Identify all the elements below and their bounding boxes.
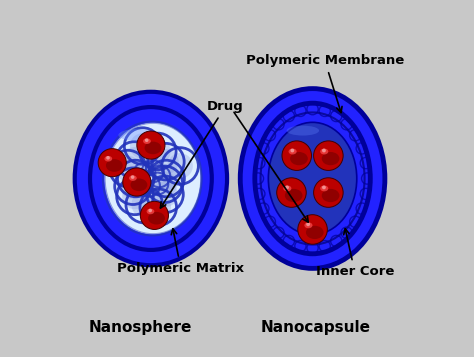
Circle shape [146, 195, 171, 220]
Circle shape [322, 186, 326, 189]
Circle shape [152, 171, 177, 197]
Ellipse shape [285, 189, 302, 202]
Circle shape [153, 149, 179, 175]
Ellipse shape [322, 152, 339, 165]
Ellipse shape [106, 159, 123, 172]
Ellipse shape [130, 178, 147, 191]
Circle shape [122, 147, 147, 173]
Text: Nanosphere: Nanosphere [89, 320, 192, 335]
Circle shape [122, 183, 148, 209]
Text: Nanocapsule: Nanocapsule [261, 320, 371, 335]
Circle shape [123, 168, 151, 196]
Ellipse shape [322, 189, 339, 202]
Ellipse shape [320, 186, 328, 191]
Text: Polymeric Membrane: Polymeric Membrane [246, 54, 404, 112]
Text: Inner Core: Inner Core [316, 229, 394, 278]
Circle shape [314, 178, 343, 207]
Ellipse shape [104, 156, 112, 162]
Circle shape [314, 141, 343, 170]
Ellipse shape [145, 142, 162, 154]
Circle shape [137, 131, 165, 159]
Ellipse shape [247, 96, 378, 261]
Circle shape [131, 175, 135, 179]
Ellipse shape [143, 139, 151, 144]
Circle shape [322, 149, 326, 152]
Circle shape [140, 201, 168, 230]
Ellipse shape [290, 152, 308, 165]
Ellipse shape [268, 122, 357, 235]
Circle shape [152, 182, 178, 207]
Circle shape [131, 192, 157, 217]
Ellipse shape [105, 123, 201, 234]
Ellipse shape [146, 208, 155, 214]
Ellipse shape [306, 226, 324, 239]
Ellipse shape [287, 126, 319, 136]
Circle shape [123, 166, 148, 191]
Ellipse shape [320, 149, 328, 155]
Ellipse shape [289, 149, 297, 155]
Circle shape [291, 149, 294, 152]
Circle shape [148, 208, 152, 212]
Circle shape [98, 149, 126, 177]
Circle shape [130, 133, 155, 159]
Circle shape [145, 139, 148, 142]
Ellipse shape [283, 186, 292, 191]
Circle shape [153, 166, 179, 191]
Circle shape [115, 156, 141, 181]
Circle shape [145, 139, 171, 164]
Ellipse shape [118, 129, 156, 141]
Text: Drug: Drug [160, 100, 244, 208]
Circle shape [285, 186, 289, 189]
Circle shape [277, 178, 306, 207]
Circle shape [298, 215, 328, 244]
Ellipse shape [148, 212, 165, 225]
Ellipse shape [82, 100, 219, 257]
Ellipse shape [304, 222, 312, 228]
Circle shape [167, 153, 193, 179]
Text: Polymeric Matrix: Polymeric Matrix [117, 229, 244, 275]
Ellipse shape [129, 175, 137, 181]
Circle shape [106, 156, 110, 160]
Circle shape [120, 174, 146, 199]
Circle shape [282, 141, 311, 170]
Circle shape [306, 222, 310, 226]
